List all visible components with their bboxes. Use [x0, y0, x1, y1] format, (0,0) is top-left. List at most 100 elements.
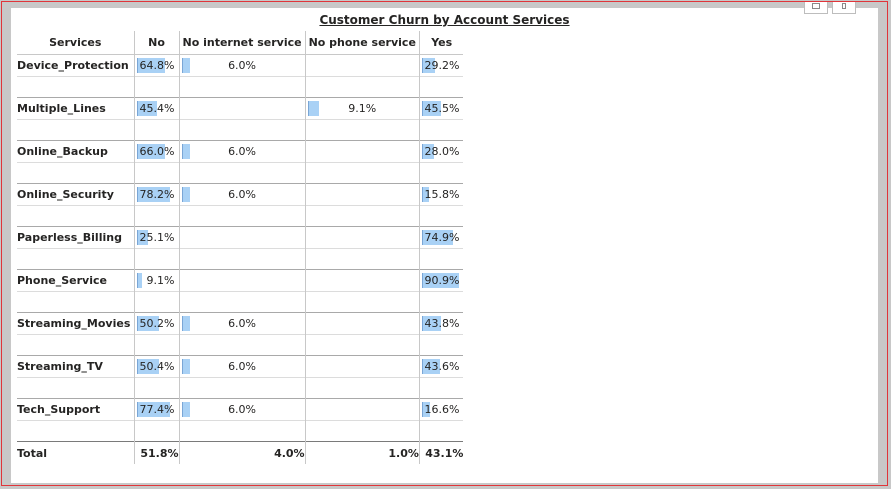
row-header[interactable]: Phone_Service [17, 269, 134, 292]
spacer-cell [17, 162, 134, 184]
spacer-cell [17, 205, 134, 227]
row-header[interactable]: Paperless_Billing [17, 226, 134, 249]
cell-no: 9.1% [133, 269, 179, 292]
data-label-no-internet-service: 6.0% [228, 59, 257, 72]
table-row[interactable]: Paperless_Billing 25.1% 74.9% [17, 226, 464, 249]
data-bar-no-internet-service [181, 402, 190, 417]
data-bar-no-internet-service [181, 187, 190, 202]
data-label-no-internet-service: 6.0% [228, 145, 257, 158]
total-label: Total [17, 441, 134, 464]
header-yes[interactable]: Yes [418, 31, 464, 55]
cell-no-internet-service [178, 269, 306, 292]
spacer-cell [304, 205, 420, 227]
row-header[interactable]: Online_Backup [17, 140, 134, 163]
total-no: 51.8% [133, 441, 179, 464]
cell-no: 50.4% [133, 355, 179, 378]
table-row[interactable]: Streaming_TV 50.4% 6.0% 43.6% [17, 355, 464, 378]
spacer-cell [178, 377, 306, 399]
row-header[interactable]: Multiple_Lines [17, 97, 134, 120]
row-header[interactable]: Tech_Support [17, 398, 134, 421]
table-row[interactable]: Device_Protection 64.8% 6.0% 29.2% [17, 54, 464, 77]
spacer-cell [133, 377, 179, 399]
cell-no: 25.1% [133, 226, 179, 249]
data-label-yes: 43.8% [424, 317, 460, 330]
visual-header-icons [804, 2, 856, 14]
data-label-no: 9.1% [146, 274, 175, 287]
cell-no-internet-service: 6.0% [178, 140, 306, 163]
spacer-cell [418, 291, 464, 313]
spacer-row [17, 119, 464, 141]
cell-yes: 28.0% [418, 140, 464, 163]
cell-no-phone-service [304, 226, 420, 249]
data-label-yes: 16.6% [424, 403, 460, 416]
header-no-phone-service[interactable]: No phone service [304, 31, 420, 55]
row-header[interactable]: Streaming_TV [17, 355, 134, 378]
table-row[interactable]: Tech_Support 77.4% 6.0% 16.6% [17, 398, 464, 421]
data-label-no: 50.2% [139, 317, 175, 330]
row-header[interactable]: Streaming_Movies [17, 312, 134, 335]
spacer-cell [304, 119, 420, 141]
cell-no-phone-service [304, 355, 420, 378]
table-row[interactable]: Online_Security 78.2% 6.0% 15.8% [17, 183, 464, 206]
data-bar-yes [421, 402, 430, 417]
spacer-cell [17, 119, 134, 141]
table-row[interactable]: Online_Backup 66.0% 6.0% 28.0% [17, 140, 464, 163]
spacer-row [17, 377, 464, 399]
filter-icon[interactable] [804, 2, 828, 14]
data-label-yes: 90.9% [424, 274, 460, 287]
data-bar-yes [421, 187, 429, 202]
spacer-cell [133, 76, 179, 98]
data-bar-no [136, 187, 170, 202]
data-bar-yes [421, 359, 440, 374]
cell-no-internet-service: 6.0% [178, 54, 306, 77]
cell-no: 50.2% [133, 312, 179, 335]
spacer-cell [17, 291, 134, 313]
data-bar-no-internet-service [181, 359, 190, 374]
cell-no-internet-service: 6.0% [178, 312, 306, 335]
cell-no: 66.0% [133, 140, 179, 163]
table-row[interactable]: Phone_Service 9.1% 90.9% [17, 269, 464, 292]
focus-mode-icon[interactable] [832, 2, 856, 14]
data-label-no: 77.4% [139, 403, 175, 416]
data-label-no-phone-service: 9.1% [348, 102, 377, 115]
row-header[interactable]: Online_Security [17, 183, 134, 206]
churn-matrix: Services No No internet service No phone… [17, 31, 464, 464]
spacer-cell [418, 377, 464, 399]
spacer-cell [133, 162, 179, 184]
cell-no-internet-service: 6.0% [178, 355, 306, 378]
cell-yes: 15.8% [418, 183, 464, 206]
table-row[interactable]: Multiple_Lines 45.4% 9.1% 45.5% [17, 97, 464, 120]
spacer-cell [178, 334, 306, 356]
data-label-yes: 45.5% [424, 102, 460, 115]
cell-no-phone-service [304, 398, 420, 421]
data-label-no: 50.4% [139, 360, 175, 373]
data-bar-no-internet-service [181, 58, 190, 73]
data-label-no-internet-service: 6.0% [228, 188, 257, 201]
table-row[interactable]: Streaming_Movies 50.2% 6.0% 43.8% [17, 312, 464, 335]
data-label-no: 45.4% [139, 102, 175, 115]
data-label-no: 25.1% [139, 231, 175, 244]
row-header[interactable]: Device_Protection [17, 54, 134, 77]
spacer-row [17, 205, 464, 227]
header-no-internet-service[interactable]: No internet service [178, 31, 306, 55]
data-bar-yes [421, 101, 441, 116]
spacer-cell [178, 291, 306, 313]
data-bar-no [136, 316, 159, 331]
report-canvas: Customer Churn by Account Services Servi… [11, 2, 878, 483]
data-label-no-internet-service: 6.0% [228, 360, 257, 373]
spacer-cell [133, 291, 179, 313]
spacer-cell [133, 119, 179, 141]
cell-no: 45.4% [133, 97, 179, 120]
spacer-row [17, 248, 464, 270]
spacer-cell [178, 248, 306, 270]
spacer-row [17, 420, 464, 442]
header-no[interactable]: No [133, 31, 179, 55]
spacer-row [17, 76, 464, 98]
spacer-cell [133, 420, 179, 442]
header-services[interactable]: Services [17, 31, 134, 55]
data-label-yes: 28.0% [424, 145, 460, 158]
cell-no-internet-service: 6.0% [178, 398, 306, 421]
spacer-cell [133, 205, 179, 227]
data-bar-no [136, 230, 148, 245]
spacer-cell [304, 248, 420, 270]
